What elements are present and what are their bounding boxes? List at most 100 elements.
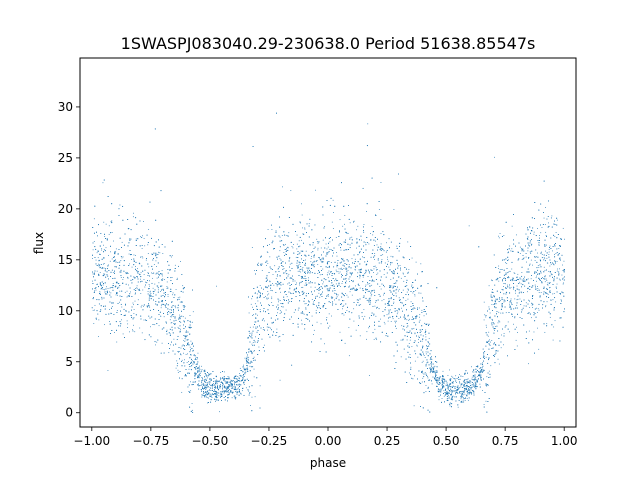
data-point — [346, 270, 348, 272]
data-point — [390, 321, 392, 322]
data-point — [143, 238, 145, 239]
data-point — [133, 304, 134, 306]
data-point — [184, 359, 185, 361]
data-point — [215, 386, 216, 387]
data-point — [324, 226, 326, 227]
data-point — [184, 341, 186, 342]
data-point — [346, 310, 348, 311]
data-point — [507, 272, 508, 274]
data-point — [445, 388, 447, 390]
data-point — [418, 338, 419, 340]
data-point — [178, 319, 180, 320]
data-point — [210, 395, 212, 397]
data-point — [259, 292, 261, 293]
data-point — [327, 272, 329, 274]
data-point — [227, 388, 229, 390]
data-point — [471, 390, 473, 391]
data-point — [222, 385, 223, 386]
data-point — [271, 229, 273, 230]
data-point — [100, 288, 102, 290]
data-point — [279, 287, 281, 289]
data-point — [127, 272, 128, 274]
data-point — [541, 254, 543, 255]
data-point — [110, 251, 111, 253]
data-point — [562, 264, 563, 266]
data-point — [103, 267, 105, 269]
data-point — [420, 330, 422, 332]
data-point — [137, 299, 139, 301]
data-point — [258, 297, 260, 298]
data-point — [195, 374, 197, 375]
data-point — [509, 331, 511, 333]
data-point — [98, 336, 99, 338]
data-point — [266, 251, 268, 253]
data-point — [433, 366, 435, 368]
data-point — [319, 274, 321, 276]
data-point — [104, 324, 105, 326]
data-point — [554, 254, 555, 256]
data-point — [537, 286, 538, 287]
data-point — [451, 397, 453, 399]
data-point — [269, 280, 271, 282]
data-point — [150, 293, 152, 294]
data-point — [426, 362, 428, 364]
data-point — [359, 271, 361, 273]
data-point — [139, 263, 141, 265]
data-point — [337, 285, 338, 287]
data-point — [244, 357, 246, 359]
data-point — [368, 300, 370, 302]
data-point — [407, 288, 409, 290]
data-point — [279, 275, 281, 276]
data-point — [217, 380, 219, 382]
data-point — [359, 335, 361, 337]
data-point — [197, 368, 199, 369]
data-point — [395, 322, 396, 324]
data-point — [556, 283, 558, 285]
data-point — [104, 236, 106, 237]
data-point — [317, 247, 319, 249]
data-point — [243, 384, 245, 385]
data-point — [558, 271, 559, 273]
data-point — [452, 376, 454, 378]
data-point — [351, 258, 353, 260]
data-point — [126, 290, 128, 292]
data-point — [549, 287, 550, 289]
data-point — [383, 274, 385, 275]
data-point — [177, 297, 179, 299]
data-point — [94, 304, 96, 306]
data-point — [418, 342, 419, 343]
data-point — [305, 250, 307, 252]
data-point — [445, 393, 447, 395]
data-point — [241, 375, 243, 377]
data-point — [322, 268, 324, 270]
data-point — [368, 327, 370, 329]
data-point — [462, 399, 464, 401]
data-point — [489, 312, 491, 314]
data-point — [211, 393, 213, 394]
data-point — [335, 283, 337, 285]
data-point — [189, 346, 191, 348]
data-point — [480, 367, 481, 368]
data-point — [247, 361, 249, 363]
data-point — [156, 266, 157, 267]
data-point — [369, 301, 371, 303]
data-point — [226, 381, 228, 383]
data-point — [549, 245, 551, 247]
data-point — [459, 382, 461, 384]
data-point — [406, 319, 408, 321]
data-point — [103, 263, 105, 264]
data-point — [219, 411, 220, 413]
data-point — [153, 293, 154, 295]
data-point — [179, 301, 181, 303]
data-point — [137, 273, 139, 274]
data-point — [277, 268, 279, 270]
data-point — [148, 284, 150, 285]
data-point — [539, 235, 540, 236]
data-point — [319, 296, 321, 298]
data-point — [498, 237, 500, 239]
data-point — [143, 274, 145, 276]
data-point — [398, 297, 400, 299]
data-point — [249, 326, 251, 328]
